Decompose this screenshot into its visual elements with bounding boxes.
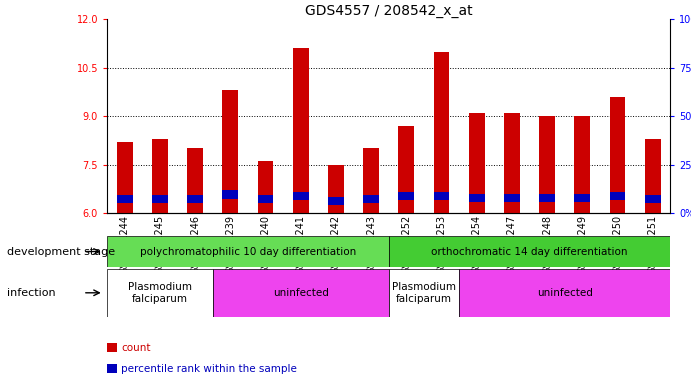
Bar <box>107 236 388 267</box>
Bar <box>459 269 670 317</box>
Bar <box>574 194 590 202</box>
Bar <box>213 269 388 317</box>
Bar <box>293 192 309 200</box>
Bar <box>609 192 625 200</box>
Bar <box>504 194 520 202</box>
Bar <box>399 192 414 200</box>
Text: orthochromatic 14 day differentiation: orthochromatic 14 day differentiation <box>431 247 627 257</box>
Bar <box>117 142 133 213</box>
Bar <box>574 116 590 213</box>
Text: infection: infection <box>7 288 55 298</box>
Bar <box>293 48 309 213</box>
Bar <box>539 116 555 213</box>
Bar <box>388 269 459 317</box>
Bar <box>258 161 274 213</box>
Text: percentile rank within the sample: percentile rank within the sample <box>121 364 297 374</box>
Bar <box>328 197 344 205</box>
Text: count: count <box>121 343 151 353</box>
Bar <box>433 192 449 200</box>
Text: Plasmodium
falciparum: Plasmodium falciparum <box>392 282 456 304</box>
Text: uninfected: uninfected <box>273 288 329 298</box>
Bar <box>363 195 379 204</box>
Bar <box>388 236 670 267</box>
Bar <box>539 194 555 202</box>
Bar <box>433 51 449 213</box>
Bar <box>187 149 203 213</box>
Bar <box>328 165 344 213</box>
Bar <box>223 90 238 213</box>
Bar <box>645 195 661 204</box>
Bar <box>258 195 274 204</box>
Title: GDS4557 / 208542_x_at: GDS4557 / 208542_x_at <box>305 4 473 18</box>
Bar <box>468 194 484 202</box>
Bar <box>609 97 625 213</box>
Bar <box>223 190 238 199</box>
Text: uninfected: uninfected <box>537 288 593 298</box>
Bar <box>399 126 414 213</box>
Bar <box>117 195 133 204</box>
Bar <box>152 195 168 204</box>
Bar <box>645 139 661 213</box>
Text: Plasmodium
falciparum: Plasmodium falciparum <box>128 282 192 304</box>
Text: development stage: development stage <box>7 247 115 257</box>
Bar <box>504 113 520 213</box>
Bar <box>363 149 379 213</box>
Text: polychromatophilic 10 day differentiation: polychromatophilic 10 day differentiatio… <box>140 247 356 257</box>
Bar <box>107 269 213 317</box>
Bar <box>468 113 484 213</box>
Bar <box>152 139 168 213</box>
Bar <box>187 195 203 204</box>
